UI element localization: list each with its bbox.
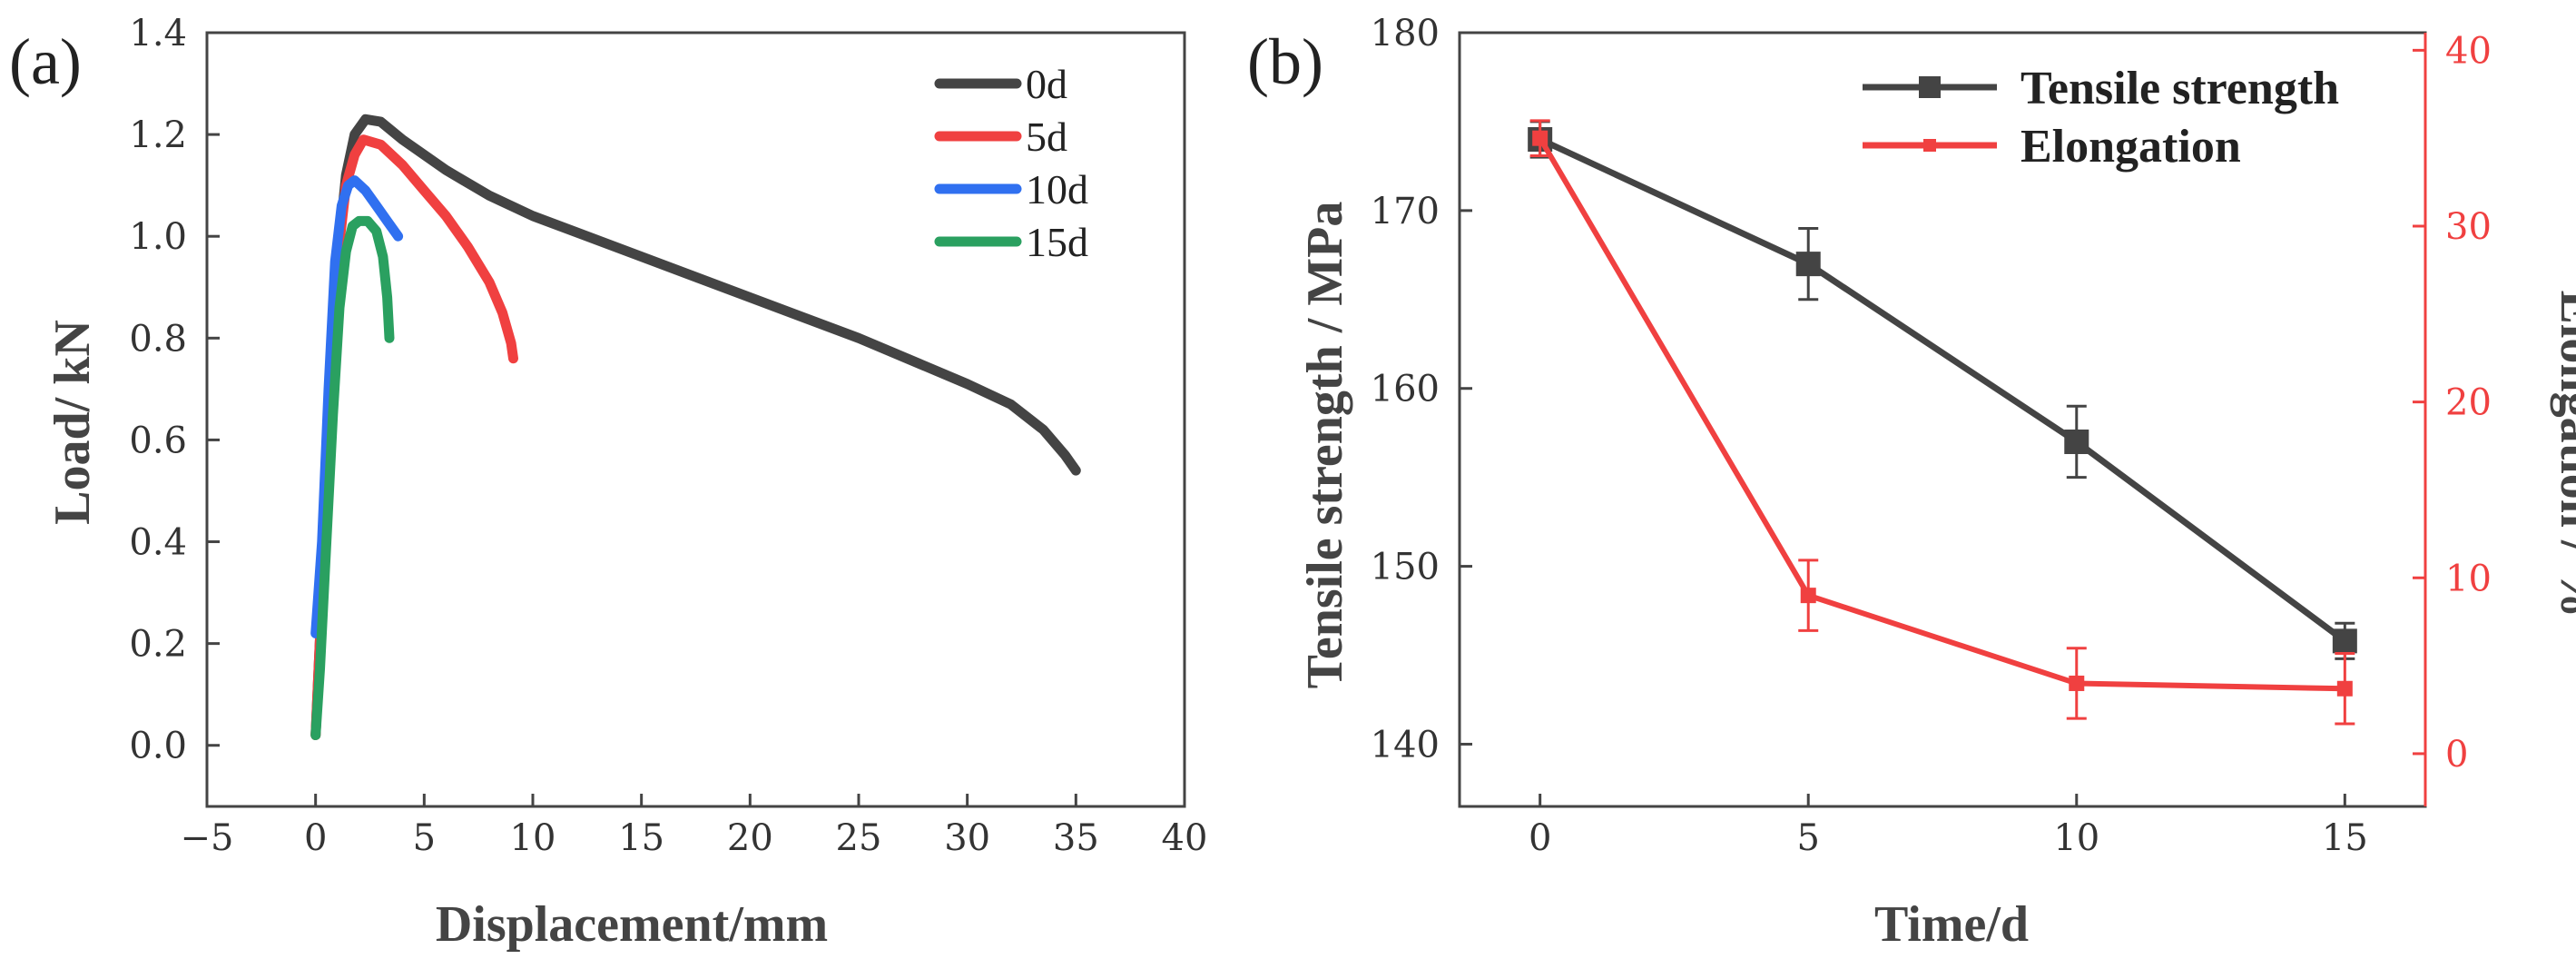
legend-label-15d: 15d [1026, 219, 1088, 265]
panel-b-x-tick-label: 5 [1796, 817, 1819, 859]
legend-label-10d: 10d [1026, 166, 1088, 213]
panel-b-right-y-tick-label: 30 [2445, 206, 2492, 248]
series-line-5d [310, 134, 518, 740]
panel-b-label: (b) [1247, 25, 1323, 98]
panel-a-x-axis-title: Displacement/mm [436, 896, 828, 953]
panel-b-right-y-tick-label: 20 [2445, 382, 2492, 424]
panel-a-x-tick-label: 30 [944, 817, 990, 859]
panel-b-x-axis-title: Time/d [1874, 896, 2029, 953]
legend-label-0d: 0d [1026, 61, 1067, 107]
legend-swatch-marker [1919, 76, 1941, 98]
panel-a-x-tick-label: 15 [618, 817, 664, 859]
panel-b-axes-frame [1458, 31, 2427, 808]
panel-b-left-y-tick-label: 140 [1371, 724, 1440, 766]
legend-label-elongation: Elongation [2020, 121, 2241, 173]
panel-a-y-tick-label: 1.0 [129, 216, 187, 258]
data-point-marker [2064, 429, 2089, 454]
panel-b-left-y-tick-label: 160 [1371, 369, 1440, 410]
panel-a-x-tick-label: 5 [413, 817, 436, 859]
panel-a-y-tick-label: 0.6 [129, 420, 187, 461]
panel-a-x-tick-label: 20 [727, 817, 773, 859]
legend-swatch-marker [1923, 139, 1936, 152]
panel-b-right-y-tick-label: 40 [2445, 30, 2492, 72]
panel-b-strength-elongation: (b) 0 5 10 15 140 150 160 170 180 0 10 20 30 40 Tensi… [1247, 13, 2576, 953]
data-point-marker [2069, 675, 2085, 691]
legend-label-tensile-strength: Tensile strength [2020, 63, 2339, 114]
panel-b-x-tick-label: 0 [1529, 817, 1551, 859]
panel-b-right-y-tick-label: 0 [2445, 734, 2468, 776]
series-line-10d [310, 175, 404, 638]
legend-label-5d: 5d [1026, 114, 1067, 160]
panel-a-axes-frame [205, 31, 1186, 808]
panel-a-y-tick-label: 0.4 [129, 522, 187, 564]
panel-b-right-y-tick-label: 10 [2445, 558, 2492, 599]
panel-b-x-tick-label: 10 [2053, 817, 2099, 859]
data-point-marker [2336, 680, 2353, 697]
panel-a-y-tick-label: 0.2 [129, 624, 187, 666]
series-line-elongation [1538, 136, 2345, 692]
panel-a-label: (a) [9, 25, 82, 98]
data-point-marker [1532, 130, 1549, 146]
panel-a-x-tick-label: 10 [510, 817, 556, 859]
panel-b-right-y-axis-title: Elongation / % [2550, 291, 2576, 618]
panel-a-y-tick-label: 1.2 [129, 114, 187, 156]
panel-a-legend: 0d 5d 10d 15d [934, 61, 1088, 265]
panel-b-left-y-tick-label: 180 [1371, 13, 1440, 54]
panel-b-left-y-tick-label: 150 [1371, 547, 1440, 588]
panel-b-x-tick-label: 15 [2322, 817, 2368, 859]
panel-b-left-y-axis-title: Tensile strength / MPa [1297, 202, 1353, 689]
panel-a-y-axis-title: Load/ kN [44, 320, 101, 525]
series-line-tensile-strength [1539, 136, 2347, 644]
panel-a-x-tick-label: −5 [181, 817, 234, 859]
panel-a-x-tick-label: 25 [836, 817, 882, 859]
panel-a-y-tick-label: 0.0 [129, 726, 187, 767]
data-point-marker [1795, 252, 1821, 277]
panel-a-x-tick-label: 35 [1053, 817, 1099, 859]
panel-a-x-tick-label: 0 [304, 817, 327, 859]
panel-b-legend: Tensile strength Elongation [1863, 63, 2339, 173]
panel-b-left-y-tick-label: 170 [1371, 191, 1440, 232]
series-line-15d [310, 215, 395, 740]
panel-a-load-displacement: (a) −5 0 5 10 15 20 25 30 35 40 0.0 0.2 0.4 0.6 0.8 1.0… [9, 13, 1207, 953]
panel-a-x-tick-label: 40 [1162, 817, 1208, 859]
panel-a-y-tick-label: 0.8 [129, 318, 187, 360]
series-line-0d [310, 114, 1081, 740]
data-point-marker [2332, 628, 2357, 654]
data-point-marker [1800, 588, 1816, 604]
panel-a-y-tick-label: 1.4 [129, 13, 187, 54]
